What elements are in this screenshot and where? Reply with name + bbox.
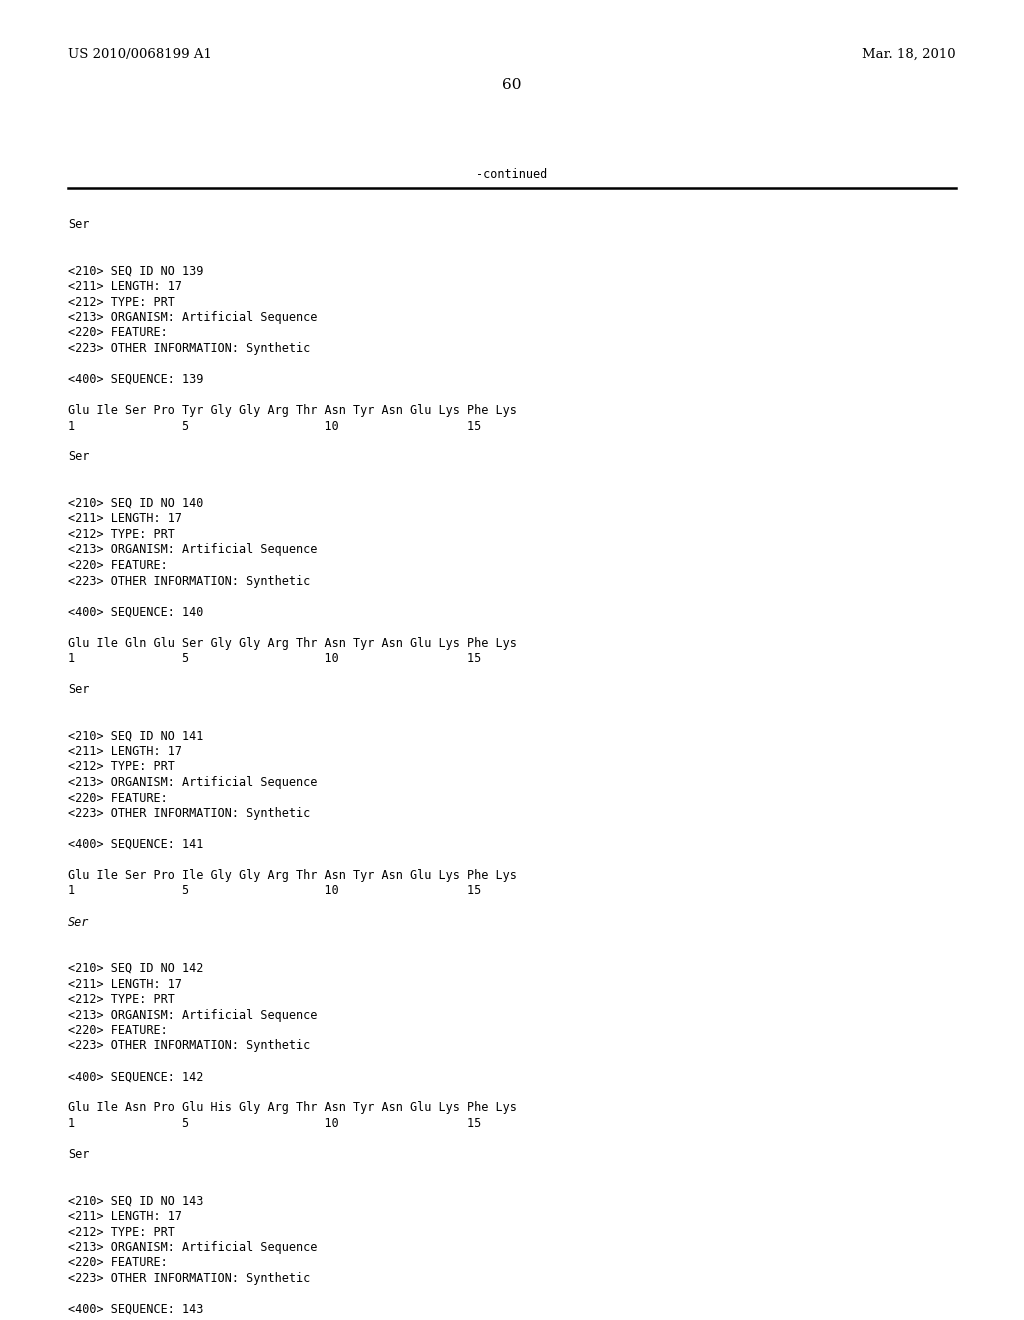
Text: Glu Ile Ser Pro Ile Gly Gly Arg Thr Asn Tyr Asn Glu Lys Phe Lys: Glu Ile Ser Pro Ile Gly Gly Arg Thr Asn … <box>68 869 517 882</box>
Text: <212> TYPE: PRT: <212> TYPE: PRT <box>68 993 175 1006</box>
Text: <223> OTHER INFORMATION: Synthetic: <223> OTHER INFORMATION: Synthetic <box>68 574 310 587</box>
Text: <211> LENGTH: 17: <211> LENGTH: 17 <box>68 978 182 990</box>
Text: <210> SEQ ID NO 140: <210> SEQ ID NO 140 <box>68 498 204 510</box>
Text: <400> SEQUENCE: 141: <400> SEQUENCE: 141 <box>68 838 204 851</box>
Text: <400> SEQUENCE: 140: <400> SEQUENCE: 140 <box>68 606 204 619</box>
Text: Mar. 18, 2010: Mar. 18, 2010 <box>862 48 956 61</box>
Text: Glu Ile Asn Pro Glu His Gly Arg Thr Asn Tyr Asn Glu Lys Phe Lys: Glu Ile Asn Pro Glu His Gly Arg Thr Asn … <box>68 1101 517 1114</box>
Text: <223> OTHER INFORMATION: Synthetic: <223> OTHER INFORMATION: Synthetic <box>68 1040 310 1052</box>
Text: <223> OTHER INFORMATION: Synthetic: <223> OTHER INFORMATION: Synthetic <box>68 807 310 820</box>
Text: Ser: Ser <box>68 450 89 463</box>
Text: <212> TYPE: PRT: <212> TYPE: PRT <box>68 1225 175 1238</box>
Text: Ser: Ser <box>68 218 89 231</box>
Text: <212> TYPE: PRT: <212> TYPE: PRT <box>68 528 175 541</box>
Text: <400> SEQUENCE: 142: <400> SEQUENCE: 142 <box>68 1071 204 1084</box>
Text: Ser: Ser <box>68 682 89 696</box>
Text: <220> FEATURE:: <220> FEATURE: <box>68 1024 168 1038</box>
Text: <212> TYPE: PRT: <212> TYPE: PRT <box>68 296 175 309</box>
Text: <210> SEQ ID NO 143: <210> SEQ ID NO 143 <box>68 1195 204 1208</box>
Text: <220> FEATURE:: <220> FEATURE: <box>68 558 168 572</box>
Text: <213> ORGANISM: Artificial Sequence: <213> ORGANISM: Artificial Sequence <box>68 544 317 557</box>
Text: <223> OTHER INFORMATION: Synthetic: <223> OTHER INFORMATION: Synthetic <box>68 342 310 355</box>
Text: <220> FEATURE:: <220> FEATURE: <box>68 326 168 339</box>
Text: <210> SEQ ID NO 141: <210> SEQ ID NO 141 <box>68 730 204 742</box>
Text: <212> TYPE: PRT: <212> TYPE: PRT <box>68 760 175 774</box>
Text: Glu Ile Ser Pro Tyr Gly Gly Arg Thr Asn Tyr Asn Glu Lys Phe Lys: Glu Ile Ser Pro Tyr Gly Gly Arg Thr Asn … <box>68 404 517 417</box>
Text: 1               5                   10                  15: 1 5 10 15 <box>68 1117 481 1130</box>
Text: 60: 60 <box>502 78 522 92</box>
Text: <211> LENGTH: 17: <211> LENGTH: 17 <box>68 1210 182 1224</box>
Text: <400> SEQUENCE: 139: <400> SEQUENCE: 139 <box>68 374 204 385</box>
Text: -continued: -continued <box>476 168 548 181</box>
Text: Glu Ile Gln Glu Ser Gly Gly Arg Thr Asn Tyr Asn Glu Lys Phe Lys: Glu Ile Gln Glu Ser Gly Gly Arg Thr Asn … <box>68 636 517 649</box>
Text: <210> SEQ ID NO 139: <210> SEQ ID NO 139 <box>68 264 204 277</box>
Text: <220> FEATURE:: <220> FEATURE: <box>68 1257 168 1270</box>
Text: <213> ORGANISM: Artificial Sequence: <213> ORGANISM: Artificial Sequence <box>68 312 317 323</box>
Text: US 2010/0068199 A1: US 2010/0068199 A1 <box>68 48 212 61</box>
Text: <210> SEQ ID NO 142: <210> SEQ ID NO 142 <box>68 962 204 975</box>
Text: <223> OTHER INFORMATION: Synthetic: <223> OTHER INFORMATION: Synthetic <box>68 1272 310 1284</box>
Text: Ser: Ser <box>68 1148 89 1162</box>
Text: <211> LENGTH: 17: <211> LENGTH: 17 <box>68 280 182 293</box>
Text: Ser: Ser <box>68 916 89 928</box>
Text: <213> ORGANISM: Artificial Sequence: <213> ORGANISM: Artificial Sequence <box>68 1008 317 1022</box>
Text: 1               5                   10                  15: 1 5 10 15 <box>68 420 481 433</box>
Text: <400> SEQUENCE: 143: <400> SEQUENCE: 143 <box>68 1303 204 1316</box>
Text: <213> ORGANISM: Artificial Sequence: <213> ORGANISM: Artificial Sequence <box>68 1241 317 1254</box>
Text: 1               5                   10                  15: 1 5 10 15 <box>68 652 481 665</box>
Text: <220> FEATURE:: <220> FEATURE: <box>68 792 168 804</box>
Text: <211> LENGTH: 17: <211> LENGTH: 17 <box>68 512 182 525</box>
Text: 1               5                   10                  15: 1 5 10 15 <box>68 884 481 898</box>
Text: <213> ORGANISM: Artificial Sequence: <213> ORGANISM: Artificial Sequence <box>68 776 317 789</box>
Text: <211> LENGTH: 17: <211> LENGTH: 17 <box>68 744 182 758</box>
